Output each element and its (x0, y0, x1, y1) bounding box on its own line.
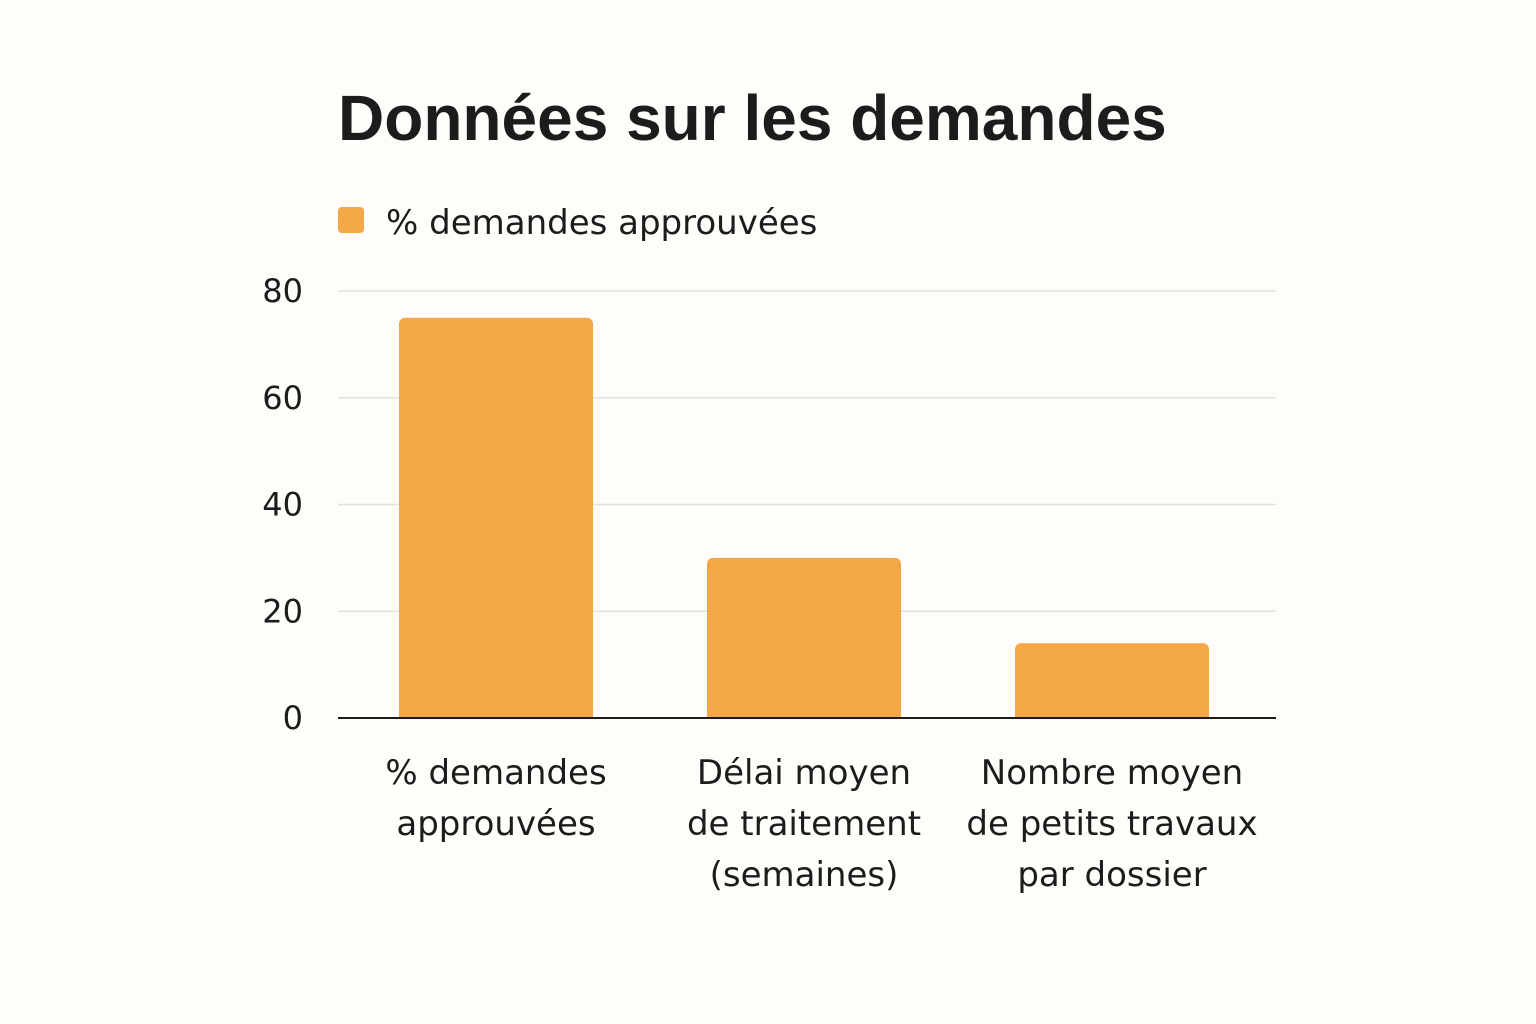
bars (399, 317, 1209, 718)
bar-base (707, 710, 901, 718)
legend-swatch (338, 207, 364, 233)
x-category-label-line: de traitement (687, 804, 921, 844)
y-tick-label: 20 (262, 592, 303, 630)
bar-base (1015, 710, 1209, 718)
x-category-label: % demandes approuvées (385, 753, 606, 844)
y-tick-label: 80 (262, 272, 303, 310)
x-category-label-line: (semaines) (710, 855, 899, 895)
y-tick-label: 40 (262, 486, 303, 524)
y-tick-label: 0 (283, 699, 303, 737)
x-category-label: Nombre moyen de petits travaux par dossier (966, 753, 1257, 895)
bar-base (399, 710, 593, 718)
legend-label: % demandes approuvées (386, 203, 817, 243)
y-tick-label: 60 (262, 379, 303, 417)
y-axis-ticks: 0 20 40 60 80 (262, 272, 303, 737)
bar (707, 557, 901, 718)
x-category-label-line: de petits travaux (966, 804, 1257, 844)
chart-title: Données sur les demandes (338, 82, 1167, 154)
x-category-label-line: % demandes (385, 753, 606, 793)
bar (399, 317, 593, 718)
x-axis-labels: % demandes approuvées Délai moyen de traite… (385, 753, 1257, 895)
x-category-label-line: Nombre moyen (981, 753, 1243, 793)
legend: % demandes approuvées (338, 203, 817, 243)
x-category-label: Délai moyen de traitement (semaines) (687, 753, 921, 895)
x-category-label-line: par dossier (1017, 855, 1206, 895)
x-category-label-line: Délai moyen (697, 753, 911, 793)
x-category-label-line: approuvées (396, 804, 595, 844)
bar (1015, 643, 1209, 718)
